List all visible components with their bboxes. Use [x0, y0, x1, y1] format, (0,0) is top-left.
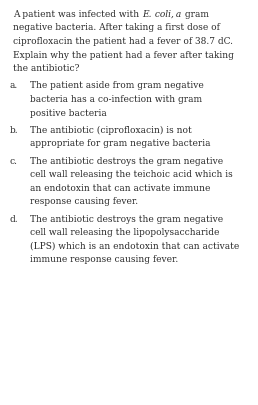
- Text: bacteria has a co-infection with gram: bacteria has a co-infection with gram: [30, 95, 202, 104]
- Text: gram: gram: [182, 10, 209, 19]
- Text: The antibiotic (ciprofloxacin) is not: The antibiotic (ciprofloxacin) is not: [30, 126, 192, 135]
- Text: a: a: [173, 10, 182, 19]
- Text: A patient was infected with: A patient was infected with: [13, 10, 142, 19]
- Text: coli,: coli,: [151, 10, 173, 19]
- Text: The patient aside from gram negative: The patient aside from gram negative: [30, 81, 204, 90]
- Text: a.: a.: [10, 81, 18, 90]
- Text: cell wall releasing the lipopolysaccharide: cell wall releasing the lipopolysacchari…: [30, 228, 219, 237]
- Text: (LPS) which is an endotoxin that can activate: (LPS) which is an endotoxin that can act…: [30, 241, 239, 250]
- Text: an endotoxin that can activate immune: an endotoxin that can activate immune: [30, 183, 210, 192]
- Text: The antibiotic destroys the gram negative: The antibiotic destroys the gram negativ…: [30, 215, 223, 224]
- Text: ciprofloxacin the patient had a fever of 38.7 dC.: ciprofloxacin the patient had a fever of…: [13, 37, 233, 46]
- Text: response causing fever.: response causing fever.: [30, 197, 138, 206]
- Text: immune response causing fever.: immune response causing fever.: [30, 255, 178, 264]
- Text: The antibiotic destroys the gram negative: The antibiotic destroys the gram negativ…: [30, 157, 223, 166]
- Text: c.: c.: [10, 157, 18, 166]
- Text: Explain why the patient had a fever after taking: Explain why the patient had a fever afte…: [13, 50, 234, 60]
- Text: E.: E.: [142, 10, 151, 19]
- Text: negative bacteria. After taking a first dose of: negative bacteria. After taking a first …: [13, 23, 220, 32]
- Text: b.: b.: [10, 126, 19, 135]
- Text: appropriate for gram negative bacteria: appropriate for gram negative bacteria: [30, 139, 211, 148]
- Text: the antibiotic?: the antibiotic?: [13, 64, 79, 73]
- Text: positive bacteria: positive bacteria: [30, 108, 107, 117]
- Text: d.: d.: [10, 215, 19, 224]
- Text: cell wall releasing the teichoic acid which is: cell wall releasing the teichoic acid wh…: [30, 170, 233, 179]
